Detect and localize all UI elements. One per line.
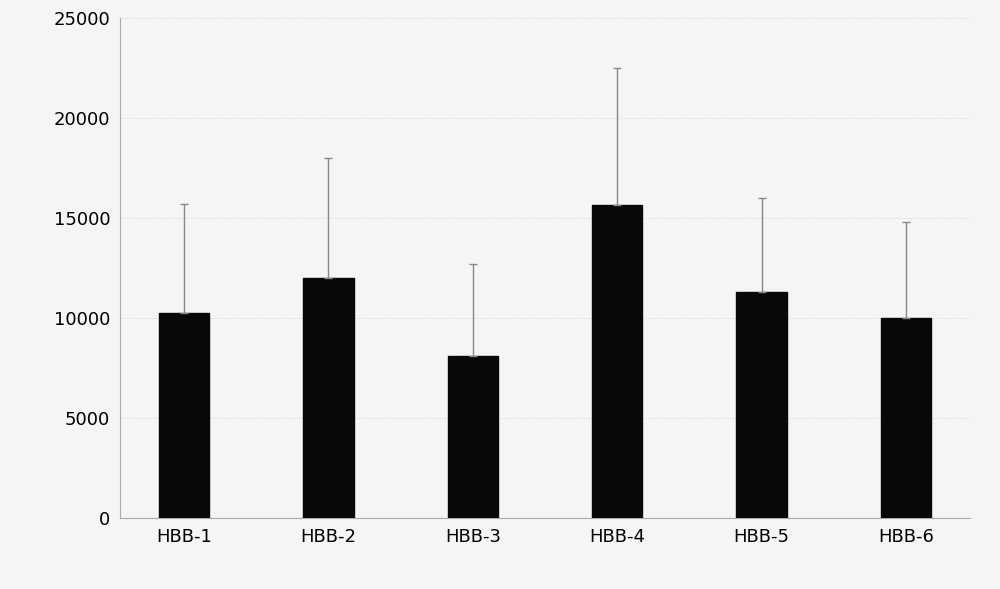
Bar [592, 205, 642, 518]
Bar [881, 318, 931, 518]
Bar [159, 313, 209, 518]
Bar [448, 356, 498, 518]
Bar [303, 278, 354, 518]
Bar [736, 292, 787, 518]
